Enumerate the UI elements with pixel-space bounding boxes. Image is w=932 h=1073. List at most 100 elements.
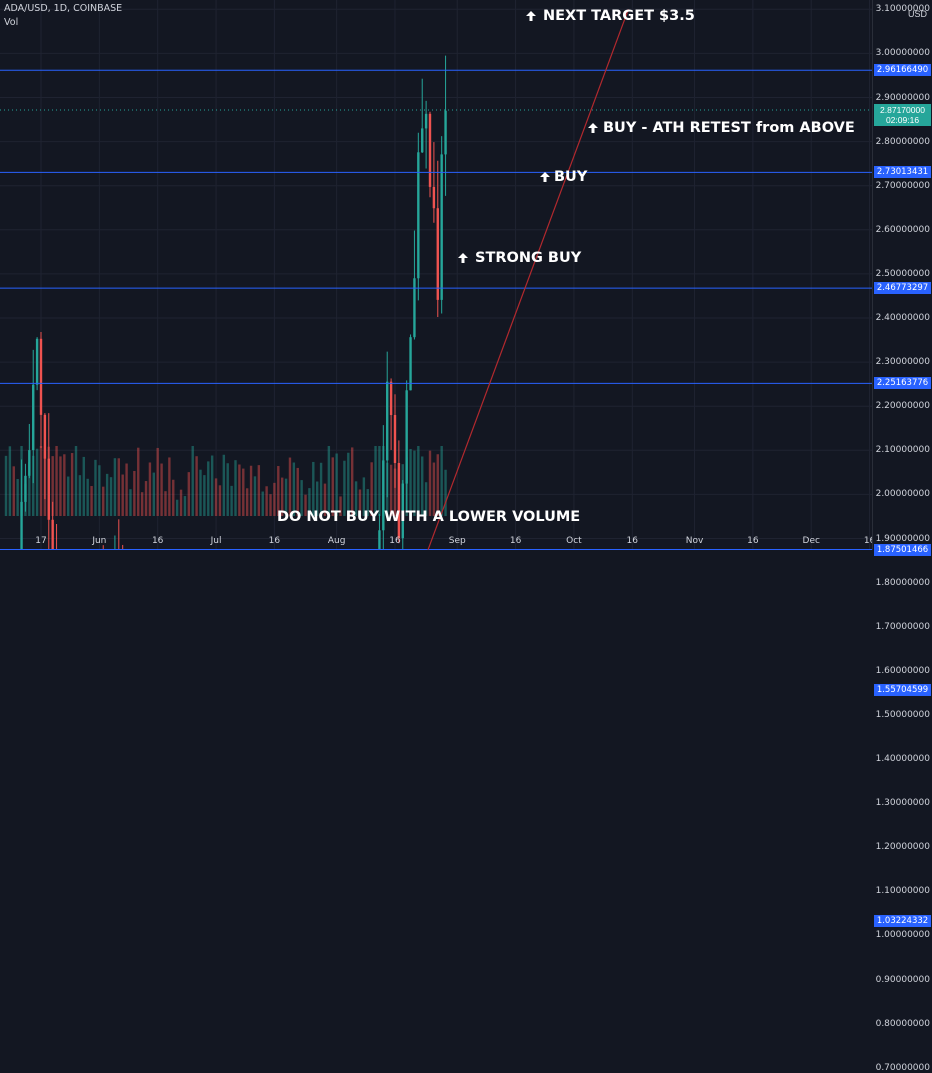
volume-bar <box>366 489 369 516</box>
volume-bar <box>265 486 268 516</box>
time-tick-label: Sep <box>448 536 466 546</box>
price-tick-label: 1.40000000 <box>875 754 930 764</box>
time-tick-label: 16 <box>151 536 164 546</box>
volume-bar <box>105 473 109 516</box>
annotation-buy: BUY <box>539 169 587 185</box>
volume-bar <box>67 476 70 516</box>
volume-bar <box>405 457 408 516</box>
volume-bar <box>82 456 85 516</box>
volume-bar <box>43 451 47 516</box>
time-tick-label: Nov <box>685 536 704 546</box>
volume-bar <box>362 477 366 516</box>
volume-bar <box>51 456 54 516</box>
volume-bar <box>351 447 354 516</box>
volume-bar <box>292 462 296 516</box>
price-tick-label: 2.00000000 <box>875 489 930 500</box>
volume-bar <box>35 448 39 516</box>
volume-bar <box>378 446 381 516</box>
volume-bar <box>440 446 443 516</box>
volume-bar <box>117 458 120 516</box>
volume-bar <box>444 469 447 516</box>
volume-bar <box>424 482 428 516</box>
candlestick-chart[interactable] <box>0 0 872 550</box>
volume-bar <box>195 456 198 516</box>
price-tick-label: 2.50000000 <box>875 268 930 279</box>
volume-bar <box>8 446 12 516</box>
time-tick-label: 17 <box>35 536 47 546</box>
volume-bar <box>156 447 159 516</box>
price-tick-label: 2.30000000 <box>875 357 930 368</box>
price-tick-label: 2.90000000 <box>875 92 930 103</box>
symbol-title: ADA/USD, 1D, COINBASE <box>4 3 123 14</box>
current-price: 2.87170000 <box>880 104 925 115</box>
volume-bar <box>191 446 194 516</box>
volume-bar <box>335 453 338 516</box>
volume-bar <box>257 465 261 516</box>
volume-bar <box>164 491 167 516</box>
price-tick-label: 2.80000000 <box>875 136 930 147</box>
volume-bar <box>339 496 342 516</box>
volume-bar <box>230 485 233 516</box>
candle <box>393 415 397 463</box>
currency-label: USD <box>907 9 927 19</box>
candle <box>428 113 432 187</box>
volume-bar <box>140 492 144 516</box>
volume-bar <box>199 469 202 516</box>
time-tick-label: 16 <box>863 536 872 546</box>
price-tick-label: 2.20000000 <box>875 401 930 412</box>
volume-bar <box>370 462 373 516</box>
level-price-tag: 2.96166490 <box>874 64 931 77</box>
level-price-tag: 2.46773297 <box>874 282 931 295</box>
price-tick-label: 1.70000000 <box>875 621 930 632</box>
candle <box>35 338 39 385</box>
volume-bar <box>312 461 315 516</box>
volume-bar <box>20 446 23 516</box>
candle <box>28 450 31 476</box>
candle <box>24 475 27 502</box>
annotation-buy-text: BUY <box>554 169 588 185</box>
volume-bar <box>133 470 136 516</box>
chart-area[interactable]: ADA/USD, 1D, COINBASE Vol NEXT TARGET $3… <box>0 0 872 550</box>
volume-bar <box>389 464 393 516</box>
volume-bar <box>242 468 245 516</box>
arrow-up-icon <box>588 123 598 133</box>
candle <box>401 483 404 539</box>
volume-bar <box>4 455 8 516</box>
volume-bar <box>253 476 257 516</box>
volume-bar <box>129 489 132 516</box>
volume-bar <box>409 449 412 516</box>
annotation-strong-buy-text: STRONG BUY <box>475 250 582 266</box>
level-price-tag: 1.03224332 <box>874 915 931 928</box>
time-tick-label: 16 <box>389 536 401 546</box>
volume-bar <box>70 453 74 516</box>
level-price-tag: 2.25163776 <box>874 377 931 390</box>
candle <box>382 460 385 531</box>
price-axis[interactable]: USD 3.10000000 3.00000000 2.90000000 2.8000… <box>872 0 932 1073</box>
price-tick-label: 1.90000000 <box>875 533 930 544</box>
price-tick-label: 1.60000000 <box>875 665 930 676</box>
price-tick-label: 3.00000000 <box>875 48 930 59</box>
candle <box>47 458 50 520</box>
volume-bar <box>47 446 50 516</box>
annotation-buy-ath-text: BUY - ATH RETEST from ABOVE <box>603 120 855 136</box>
candle <box>20 501 23 550</box>
volume-bar <box>144 481 148 516</box>
volume-bar <box>28 461 31 516</box>
volume-bar <box>203 475 206 516</box>
volume-bar <box>148 462 152 516</box>
candle <box>417 152 420 279</box>
volume-bar <box>160 463 163 516</box>
time-tick-label: Jul <box>210 536 222 546</box>
candle <box>39 338 43 415</box>
volume-bar <box>55 446 58 516</box>
price-tick-label: 2.60000000 <box>875 224 930 235</box>
volume-bar <box>78 475 82 516</box>
candle <box>444 110 447 155</box>
volume-bar <box>218 485 222 516</box>
volume-bar <box>432 462 436 516</box>
volume-bar <box>277 466 280 516</box>
volume-bar <box>354 481 358 516</box>
volume-bar <box>172 479 175 516</box>
volume-bar <box>214 478 218 516</box>
volume-bar <box>382 446 385 516</box>
